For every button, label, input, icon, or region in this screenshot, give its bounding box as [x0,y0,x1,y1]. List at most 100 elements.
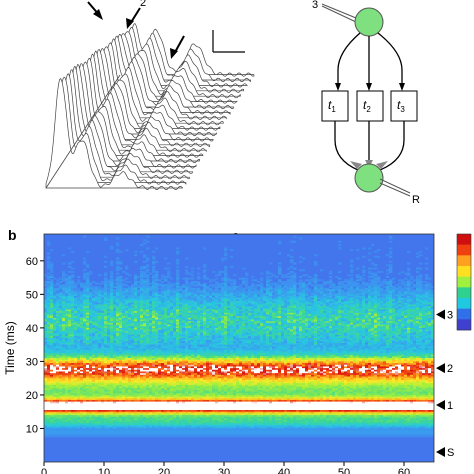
heatmap-cell [71,361,75,364]
heatmap-cell [50,270,54,273]
heatmap-cell [62,254,66,257]
heatmap-cell [83,396,87,399]
heatmap-cell [50,416,54,419]
heatmap-cell [125,405,129,408]
heatmap-cell [86,366,90,369]
heatmap-cell [53,401,57,404]
heatmap-cell [110,368,114,371]
heatmap-cell [44,339,48,342]
heatmap-cell [104,344,108,347]
heatmap-cell [92,383,96,386]
heatmap-cell [107,406,111,409]
heatmap-cell [83,348,87,351]
heatmap-cell [122,279,126,282]
heatmap-cell [128,321,132,324]
heatmap-cell [62,391,66,394]
heatmap-cell [107,358,111,361]
heatmap-cell [110,285,114,289]
heatmap-cell [74,336,78,339]
heatmap-cell [122,431,126,434]
heatmap-cell [89,369,93,372]
heatmap-cell [113,423,117,426]
heatmap-cell [104,274,108,277]
heatmap-cell [122,396,126,399]
heatmap-cell [107,319,111,322]
heatmap-cell [56,332,60,335]
heatmap-cell [89,349,93,352]
heatmap-cell [83,428,87,431]
heatmap-cell [50,279,54,282]
heatmap-cell [50,389,54,392]
heatmap-cell [107,363,111,366]
heatmap-cell [116,342,120,346]
heatmap-cell [47,255,51,258]
heatmap-cell [65,334,69,337]
heatmap-cell [119,374,123,377]
heatmap-cell [77,418,81,421]
heatmap-cell [92,378,96,381]
heatmap-cell [107,326,111,329]
heatmap-cell [77,334,81,337]
heatmap-cell [119,389,123,392]
heatmap-cell [98,301,102,304]
heatmap-cell [89,358,93,361]
heatmap-cell [77,351,81,354]
heatmap-cell [113,418,117,421]
heatmap-cell [122,284,126,287]
heatmap-cell [71,344,75,347]
heatmap-cell [92,326,96,329]
heatmap-cell [83,359,87,362]
heatmap-cell [107,394,111,398]
heatmap-cell [119,282,123,285]
heatmap-cell [44,391,48,394]
heatmap-cell [62,275,66,278]
heatmap-cell [98,296,102,299]
heatmap-cell [56,418,60,421]
heatmap-cell [47,366,51,369]
heatmap-cell [101,428,105,431]
heatmap-cell [50,329,54,332]
heatmap-cell [86,275,90,278]
heatmap-cell [110,410,114,413]
heatmap-cell [98,384,102,387]
heatmap-cell [89,296,93,299]
heatmap-cell [71,430,75,433]
heatmap-cell [50,327,54,330]
heatmap-cell [62,411,66,414]
heatmap-cell [101,307,105,310]
heatmap-cell [122,294,126,297]
heatmap-cell [92,297,96,300]
heatmap-cell [125,354,129,357]
heatmap-cell [95,373,99,376]
heatmap-cell [98,423,102,426]
heatmap-cell [110,353,114,356]
heatmap-cell [125,386,129,389]
heatmap-cell [50,280,54,284]
heatmap-cell [92,334,96,337]
heatmap-cell [95,353,99,356]
heatmap-cell [110,336,114,339]
heatmap-cell [47,363,51,366]
heatmap-cell [53,426,57,429]
heatmap-cell [65,326,69,329]
heatmap-cell [104,363,108,366]
heatmap-cell [65,336,69,339]
heatmap-cell [92,371,96,374]
heatmap-cell [116,329,120,332]
heatmap-cell [116,433,120,436]
heatmap-cell [50,421,54,424]
heatmap-cell [92,403,96,406]
heatmap-cell [116,366,120,369]
heatmap-cell [113,391,117,394]
heatmap-cell [122,349,126,352]
heatmap-cell [116,435,120,438]
heatmap-cell [92,287,96,290]
heatmap-cell [101,405,105,408]
heatmap-cell [86,420,90,423]
heatmap-cell [53,369,57,372]
heatmap-cell [89,272,93,275]
heatmap-cell [44,317,48,320]
heatmap-cell [59,426,63,429]
heatmap-cell [92,410,96,413]
heatmap-cell [44,435,48,438]
